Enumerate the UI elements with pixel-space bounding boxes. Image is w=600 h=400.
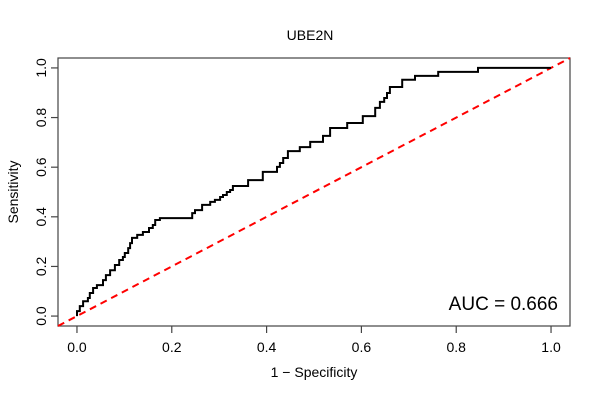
chart-title: UBE2N	[287, 27, 334, 43]
y-tick-label: 0.8	[33, 108, 49, 128]
y-tick-label: 0.2	[33, 257, 49, 277]
x-axis-ticks: 0.0 0.2 0.4 0.6 0.8 1.0	[67, 326, 561, 355]
x-tick-label: 0.8	[446, 339, 466, 355]
y-tick-label: 0.0	[33, 306, 49, 326]
x-tick-label: 0.2	[162, 339, 182, 355]
x-tick-label: 0.4	[257, 339, 277, 355]
y-tick-label: 0.6	[33, 157, 49, 177]
auc-annotation: AUC = 0.666	[449, 294, 558, 315]
x-tick-label: 0.6	[352, 339, 372, 355]
y-axis-ticks: 0.0 0.2 0.4 0.6 0.8 1.0	[33, 58, 58, 326]
reference-diagonal-line	[57, 57, 571, 327]
y-tick-label: 1.0	[33, 58, 49, 78]
plot-box	[57, 57, 571, 327]
x-tick-label: 0.0	[67, 339, 87, 355]
y-axis-title: Sensitivity	[5, 160, 21, 223]
roc-curve	[76, 66, 551, 317]
y-tick-label: 0.4	[33, 207, 49, 227]
x-axis-title: 1 − Specificity	[271, 364, 358, 380]
x-tick-label: 1.0	[541, 339, 561, 355]
